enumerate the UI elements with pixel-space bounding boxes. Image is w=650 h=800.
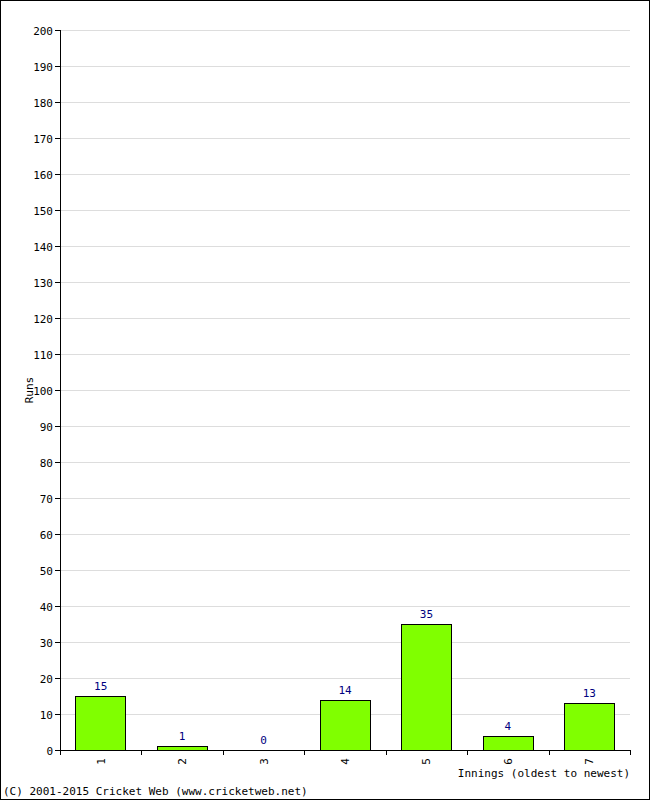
x-tick-separator	[60, 750, 61, 755]
y-tick-label: 80	[40, 457, 53, 470]
y-tick	[55, 426, 60, 427]
grid-line	[60, 534, 630, 535]
x-tick-label: 4	[339, 758, 352, 765]
grid-line	[60, 426, 630, 427]
grid-line	[60, 570, 630, 571]
grid-line	[60, 462, 630, 463]
x-tick-separator	[304, 750, 305, 755]
grid-line	[60, 210, 630, 211]
y-tick-label: 160	[33, 169, 53, 182]
copyright: (C) 2001-2015 Cricket Web (www.cricketwe…	[3, 785, 308, 798]
y-tick-label: 20	[40, 673, 53, 686]
y-tick	[55, 570, 60, 571]
x-tick-separator	[549, 750, 550, 755]
x-axis	[60, 750, 630, 751]
grid-line	[60, 282, 630, 283]
y-tick	[55, 318, 60, 319]
y-tick-label: 180	[33, 97, 53, 110]
y-tick	[55, 678, 60, 679]
grid-line	[60, 66, 630, 67]
data-label: 1	[179, 730, 186, 743]
grid-line	[60, 642, 630, 643]
y-tick	[55, 390, 60, 391]
y-tick-label: 10	[40, 709, 53, 722]
y-tick	[55, 606, 60, 607]
x-tick-separator	[141, 750, 142, 755]
bar	[565, 704, 615, 751]
data-label: 13	[583, 687, 596, 700]
y-tick	[55, 30, 60, 31]
y-tick	[55, 66, 60, 67]
y-tick	[55, 138, 60, 139]
y-tick	[55, 282, 60, 283]
y-tick-label: 90	[40, 421, 53, 434]
bar	[158, 747, 208, 751]
x-tick-label: 1	[95, 758, 108, 765]
x-tick-separator	[386, 750, 387, 755]
y-axis	[60, 30, 61, 750]
x-axis-label: Innings (oldest to newest)	[458, 767, 630, 780]
y-tick	[55, 498, 60, 499]
grid-line	[60, 102, 630, 103]
x-tick-label: 6	[502, 758, 515, 765]
grid-line	[60, 318, 630, 319]
y-tick	[55, 750, 60, 751]
y-tick-label: 120	[33, 313, 53, 326]
y-tick	[55, 462, 60, 463]
grid-line	[60, 30, 630, 31]
y-tick	[55, 534, 60, 535]
y-tick	[55, 246, 60, 247]
bar	[484, 737, 534, 751]
x-tick-separator	[223, 750, 224, 755]
x-tick-separator	[630, 750, 631, 755]
x-tick-separator	[467, 750, 468, 755]
y-tick	[55, 102, 60, 103]
y-tick-label: 70	[40, 493, 53, 506]
bars	[76, 625, 615, 751]
grid-line	[60, 390, 630, 391]
data-label: 4	[505, 720, 512, 733]
bar	[321, 701, 371, 751]
y-tick	[55, 354, 60, 355]
y-tick-label: 150	[33, 205, 53, 218]
grid-line	[60, 174, 630, 175]
y-tick-label: 50	[40, 565, 53, 578]
data-label: 35	[420, 608, 433, 621]
y-tick-label: 190	[33, 61, 53, 74]
grid-line	[60, 750, 630, 751]
y-tick-label: 200	[33, 25, 53, 38]
y-tick-label: 110	[33, 349, 53, 362]
y-tick-label: 140	[33, 241, 53, 254]
y-tick	[55, 714, 60, 715]
x-tick-label: 3	[258, 758, 271, 765]
y-tick-label: 130	[33, 277, 53, 290]
data-label: 0	[260, 734, 267, 747]
x-tick-label: 2	[176, 758, 189, 765]
chart-container: 0102030405060708090100110120130140150160…	[0, 0, 650, 800]
y-tick-label: 100	[33, 385, 53, 398]
data-label: 14	[338, 684, 352, 697]
y-tick-label: 0	[46, 745, 53, 758]
y-tick	[55, 642, 60, 643]
y-axis-label: Runs	[23, 377, 36, 404]
grid-line	[60, 606, 630, 607]
y-tick	[55, 210, 60, 211]
bar	[402, 625, 452, 751]
y-tick-label: 170	[33, 133, 53, 146]
y-tick-label: 60	[40, 529, 53, 542]
data-label: 15	[94, 680, 107, 693]
grid-line	[60, 354, 630, 355]
bar	[76, 697, 126, 751]
grid-line	[60, 138, 630, 139]
x-tick-label: 5	[420, 758, 433, 765]
chart-svg: 0102030405060708090100110120130140150160…	[0, 0, 650, 800]
grid-line	[60, 498, 630, 499]
frame	[1, 1, 650, 800]
grid-line	[60, 678, 630, 679]
x-tick-label: 7	[583, 758, 596, 765]
y-tick-label: 40	[40, 601, 53, 614]
y-tick-label: 30	[40, 637, 53, 650]
y-tick	[55, 174, 60, 175]
grid-line	[60, 246, 630, 247]
